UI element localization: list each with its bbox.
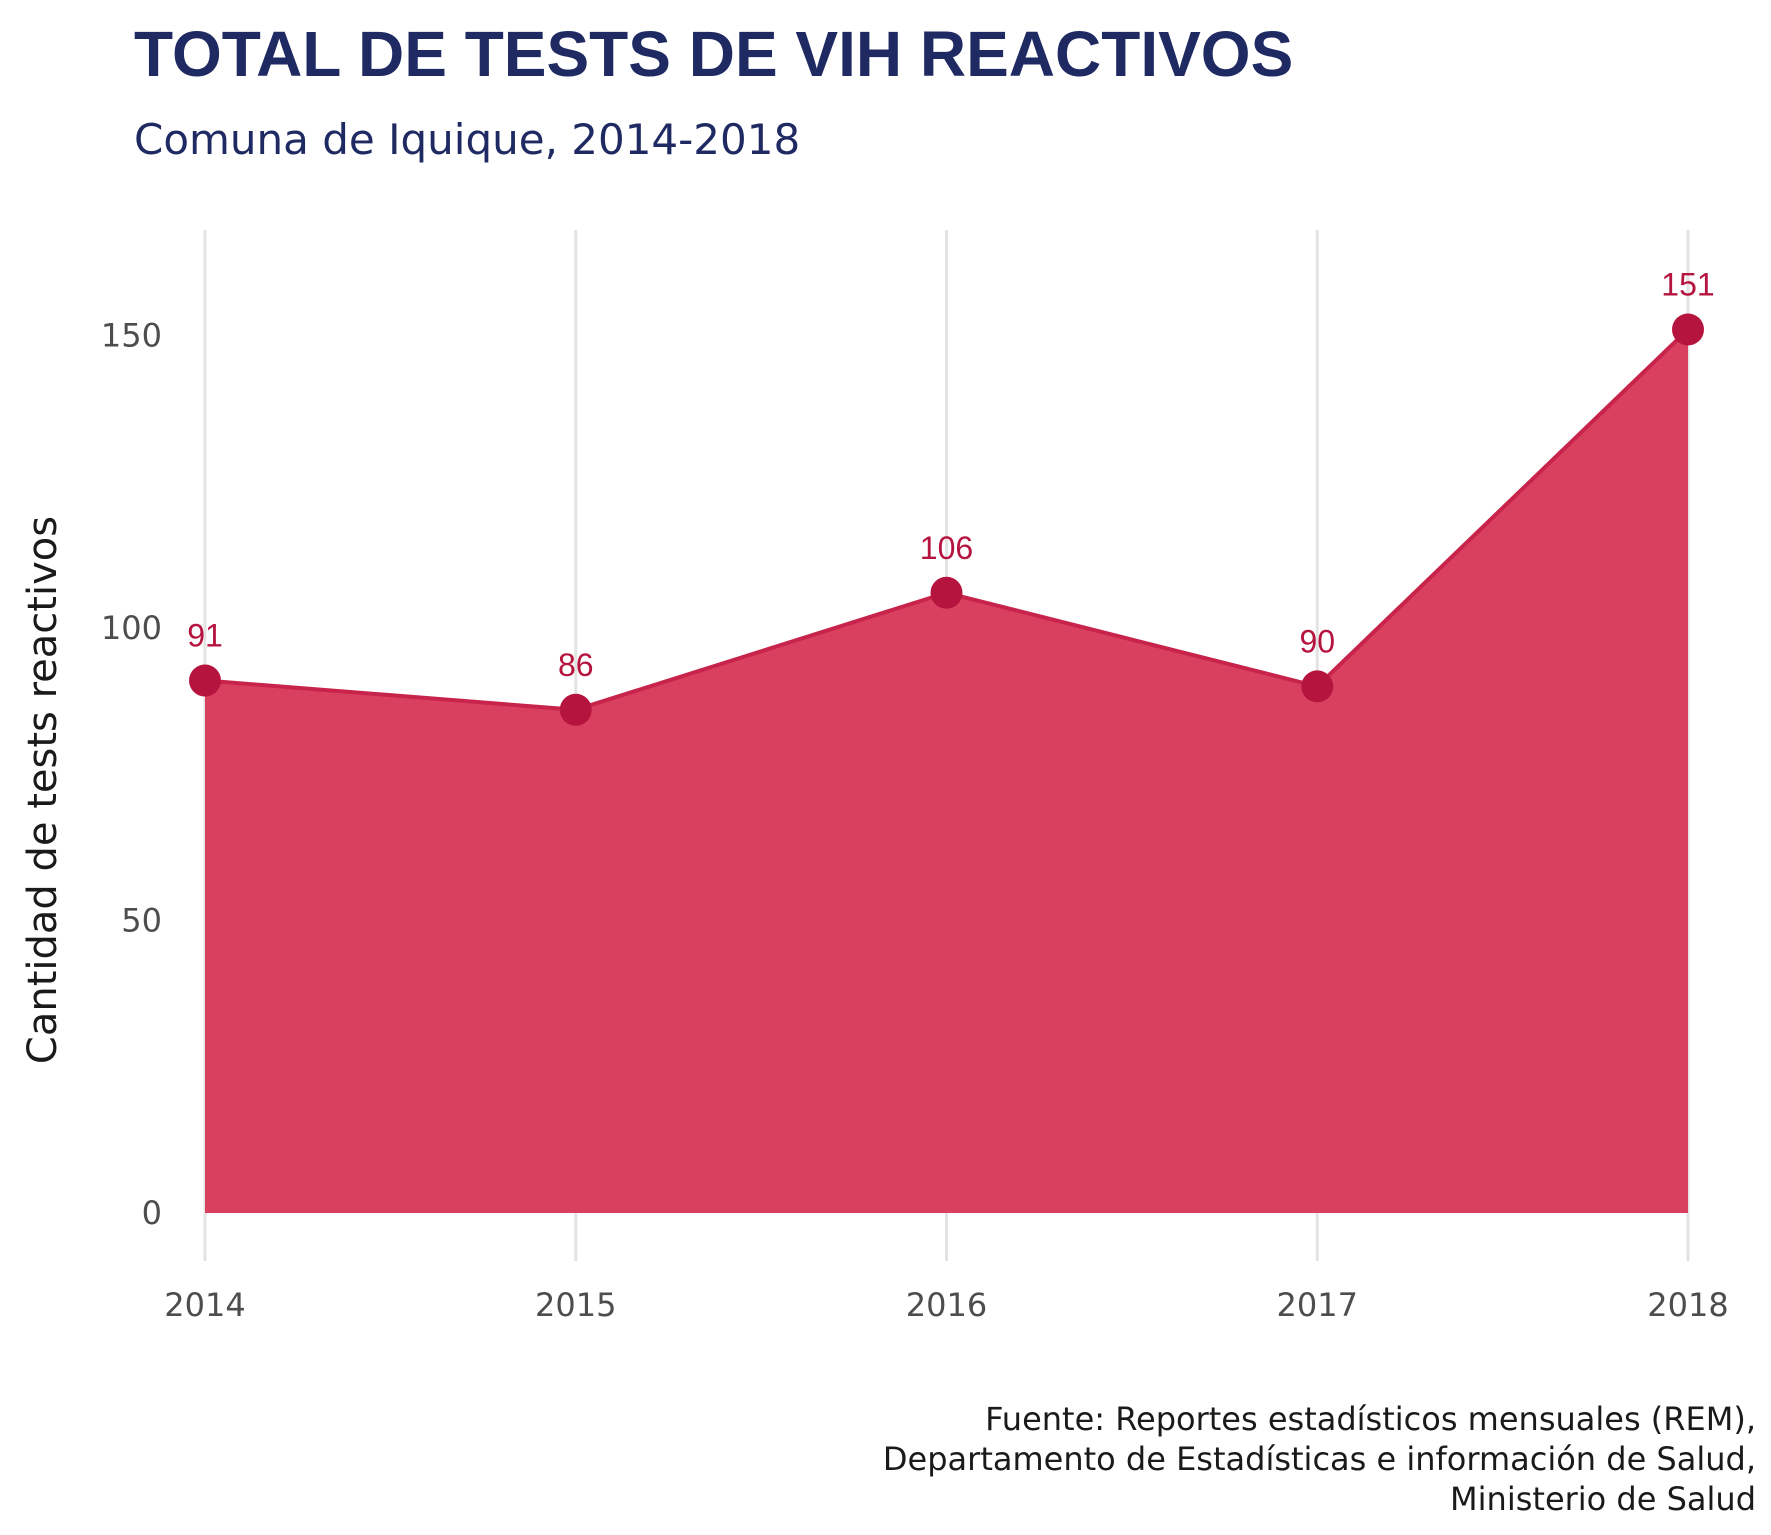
source-caption: Fuente: Reportes estadísticos mensuales …	[883, 1400, 1756, 1518]
y-tick-label-100: 100	[101, 609, 162, 647]
y-tick-label-50: 50	[121, 901, 162, 939]
data-point-2014	[189, 664, 221, 697]
source-line-1: Fuente: Reportes estadísticos mensuales …	[985, 1400, 1756, 1438]
data-label-2018: 151	[1661, 266, 1714, 302]
data-label-2014: 91	[187, 618, 223, 654]
x-axis-ticks: 2014 2015 2016 2017 2018	[164, 1286, 1728, 1324]
x-tick-label-2015: 2015	[535, 1286, 616, 1324]
data-labels: 91 86 106 90 151	[187, 266, 1714, 682]
data-label-2015: 86	[558, 647, 594, 683]
x-tick-label-2017: 2017	[1277, 1286, 1358, 1324]
source-line-2: Departamento de Estadísticas e informaci…	[883, 1440, 1756, 1478]
y-tick-label-0: 0	[142, 1194, 162, 1232]
x-tick-label-2016: 2016	[906, 1286, 987, 1324]
data-point-2018	[1672, 313, 1704, 346]
data-point-2017	[1301, 670, 1334, 703]
data-label-2016: 106	[920, 530, 973, 566]
y-axis-ticks: 0 50 100 150	[101, 316, 162, 1232]
x-tick-label-2014: 2014	[164, 1286, 245, 1324]
chart-subtitle: Comuna de Iquique, 2014-2018	[134, 115, 800, 164]
chart-title: TOTAL DE TESTS DE VIH REACTIVOS	[134, 18, 1293, 90]
data-points	[189, 313, 1704, 726]
y-tick-label-150: 150	[101, 316, 162, 354]
x-tick-label-2018: 2018	[1647, 1286, 1728, 1324]
y-axis-label: Cantidad de tests reactivos	[20, 516, 66, 1064]
area-fill	[205, 329, 1688, 1214]
data-label-2017: 90	[1299, 623, 1335, 659]
source-line-3: Ministerio de Salud	[1450, 1480, 1756, 1518]
data-point-2015	[559, 693, 592, 726]
data-point-2016	[930, 576, 963, 609]
